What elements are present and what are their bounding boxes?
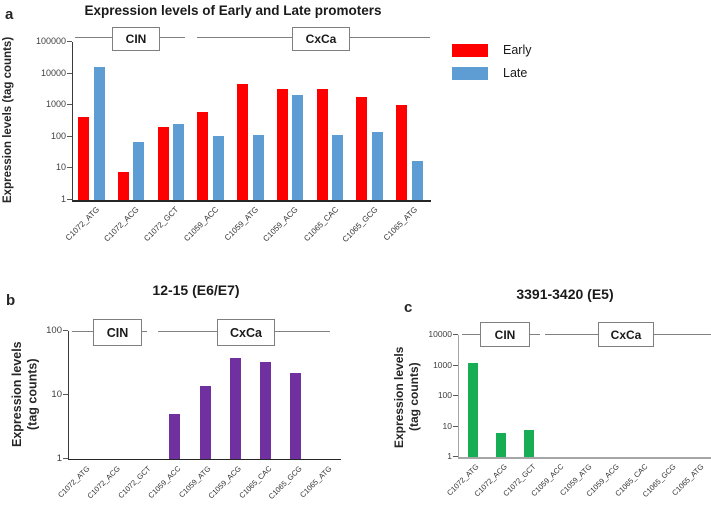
x-tick-label: C1072_ATG (63, 205, 102, 243)
y-tick-mark (63, 458, 68, 459)
legend-swatch-late (452, 66, 488, 80)
x-tick-label: C1065_GCG (340, 205, 380, 245)
chart-a-title: Expression levels of Early and Late prom… (84, 3, 382, 18)
y-tick-label: 1000 (45, 99, 66, 110)
y-tick-mark (453, 456, 458, 457)
y-tick-mark (67, 72, 72, 74)
x-tick-label: C1059_ACC (182, 205, 221, 244)
bar-Late-C1065_ATG (411, 161, 423, 200)
bar-Late-C1059_ATG (252, 134, 264, 200)
legend: Early Late (452, 43, 531, 80)
x-tick-label: C1059_ACG (261, 205, 301, 244)
bar-Early-C1059_ACC (197, 112, 209, 200)
y-tick-label: 100 (46, 325, 62, 336)
y-tick-mark (67, 167, 72, 169)
y-tick-label: 1 (56, 453, 62, 464)
bar-12-15-E6-E7--C1065_CAC (259, 361, 271, 459)
bar-12-15-E6-E7--C1059_ACG (229, 357, 241, 459)
legend-item-late: Late (452, 66, 531, 80)
y-tick-mark (453, 334, 458, 335)
bar-12-15-E6-E7--C1059_ATG (199, 385, 211, 459)
cin-group-box-c: CIN (480, 322, 530, 347)
bar-Early-C1065_GCG (356, 97, 368, 200)
legend-label-late: Late (503, 66, 528, 80)
x-tick-label: C1072_GCT (142, 205, 181, 244)
cin-group-box-b: CIN (93, 319, 142, 346)
y-tick-label: 10000 (428, 329, 452, 339)
y-tick-label: 1 (60, 194, 66, 204)
y-tick-mark (453, 425, 458, 427)
bar-12-15-E6-E7--C1065_GCG (290, 373, 302, 459)
bar-Early-C1059_ATG (237, 83, 249, 200)
bar-Early-C1072_ATG (78, 117, 89, 200)
bar-3391-3420-E5--C1072_ATG (468, 363, 478, 457)
bar-Late-C1072_GCT (173, 123, 185, 200)
y-tick-label: 10 (51, 389, 62, 400)
y-tick-label: 10000 (40, 67, 66, 78)
bar-Early-C1065_ATG (396, 104, 408, 200)
x-tick-label: C1072_ACG (102, 205, 142, 244)
chart-a-y-axis-label: Expression levels (tag counts) (2, 36, 14, 204)
bar-3391-3420-E5--C1072_GCT (524, 429, 535, 457)
y-tick-label: 1000 (433, 359, 452, 370)
y-tick-mark (63, 330, 68, 331)
panel-label-b: b (6, 292, 16, 309)
bar-12-15-E6-E7--C1059_ACC (169, 414, 181, 459)
x-tick-label: C1065_CAC (301, 205, 340, 244)
x-tick-label: C1059_ATG (222, 205, 261, 243)
bar-Late-C1059_ACG (292, 95, 304, 200)
y-tick-mark (67, 41, 72, 42)
panel-label-c: c (404, 299, 413, 316)
legend-swatch-early (452, 43, 488, 57)
y-tick-mark (67, 104, 72, 106)
bar-Early-C1065_CAC (316, 89, 328, 200)
panel-label-a: a (5, 6, 14, 23)
y-tick-mark (67, 135, 72, 137)
y-tick-label: 100 (437, 390, 452, 400)
bar-3391-3420-E5--C1072_ACG (496, 433, 507, 457)
bar-Early-C1072_ACG (117, 171, 129, 200)
cxca-group-box-c: CxCa (598, 322, 654, 347)
y-tick-mark (67, 199, 72, 200)
y-tick-label: 1 (447, 451, 452, 461)
chart-b-title: 12-15 (E6/E7) (152, 282, 240, 298)
bar-Early-C1059_ACG (276, 89, 288, 200)
chart-c-plot-area: 1 10 100 1000 10000 C1072_ATG C1072_ACG C1072_G… (428, 329, 711, 499)
y-tick-mark (453, 395, 458, 396)
y-tick-label: 100000 (35, 36, 66, 46)
y-tick-label: 100 (50, 130, 66, 141)
bar-Late-C1065_CAC (332, 134, 344, 200)
chart-a-plot-area: 1 10 100 1000 10000 100000 C1072_ATG C1072_ACG C… (36, 36, 431, 244)
bar-Late-C1072_ATG (93, 66, 105, 200)
chart-c-title: 3391-3420 (E5) (516, 286, 614, 302)
bar-Early-C1072_GCT (157, 127, 169, 200)
bar-Late-C1072_ACG (133, 141, 145, 200)
y-tick-label: 10 (442, 420, 452, 431)
cxca-group-box-a: CxCa (292, 27, 350, 51)
bar-Late-C1065_GCG (371, 132, 383, 200)
chart-b-plot-area: 1 10 100 C1072_ATG C1072_ACG C1072_GCT C1059_A… (46, 325, 341, 501)
cxca-group-box-b: CxCa (217, 319, 275, 346)
y-tick-mark (63, 394, 68, 395)
cin-group-box-a: CIN (112, 27, 160, 51)
legend-item-early: Early (452, 43, 531, 57)
x-tick-label: C1065_ATG (382, 205, 420, 243)
y-tick-label: 10 (55, 162, 66, 173)
bar-Late-C1059_ACC (212, 135, 224, 200)
y-tick-mark (453, 364, 458, 366)
legend-label-early: Early (503, 43, 532, 57)
